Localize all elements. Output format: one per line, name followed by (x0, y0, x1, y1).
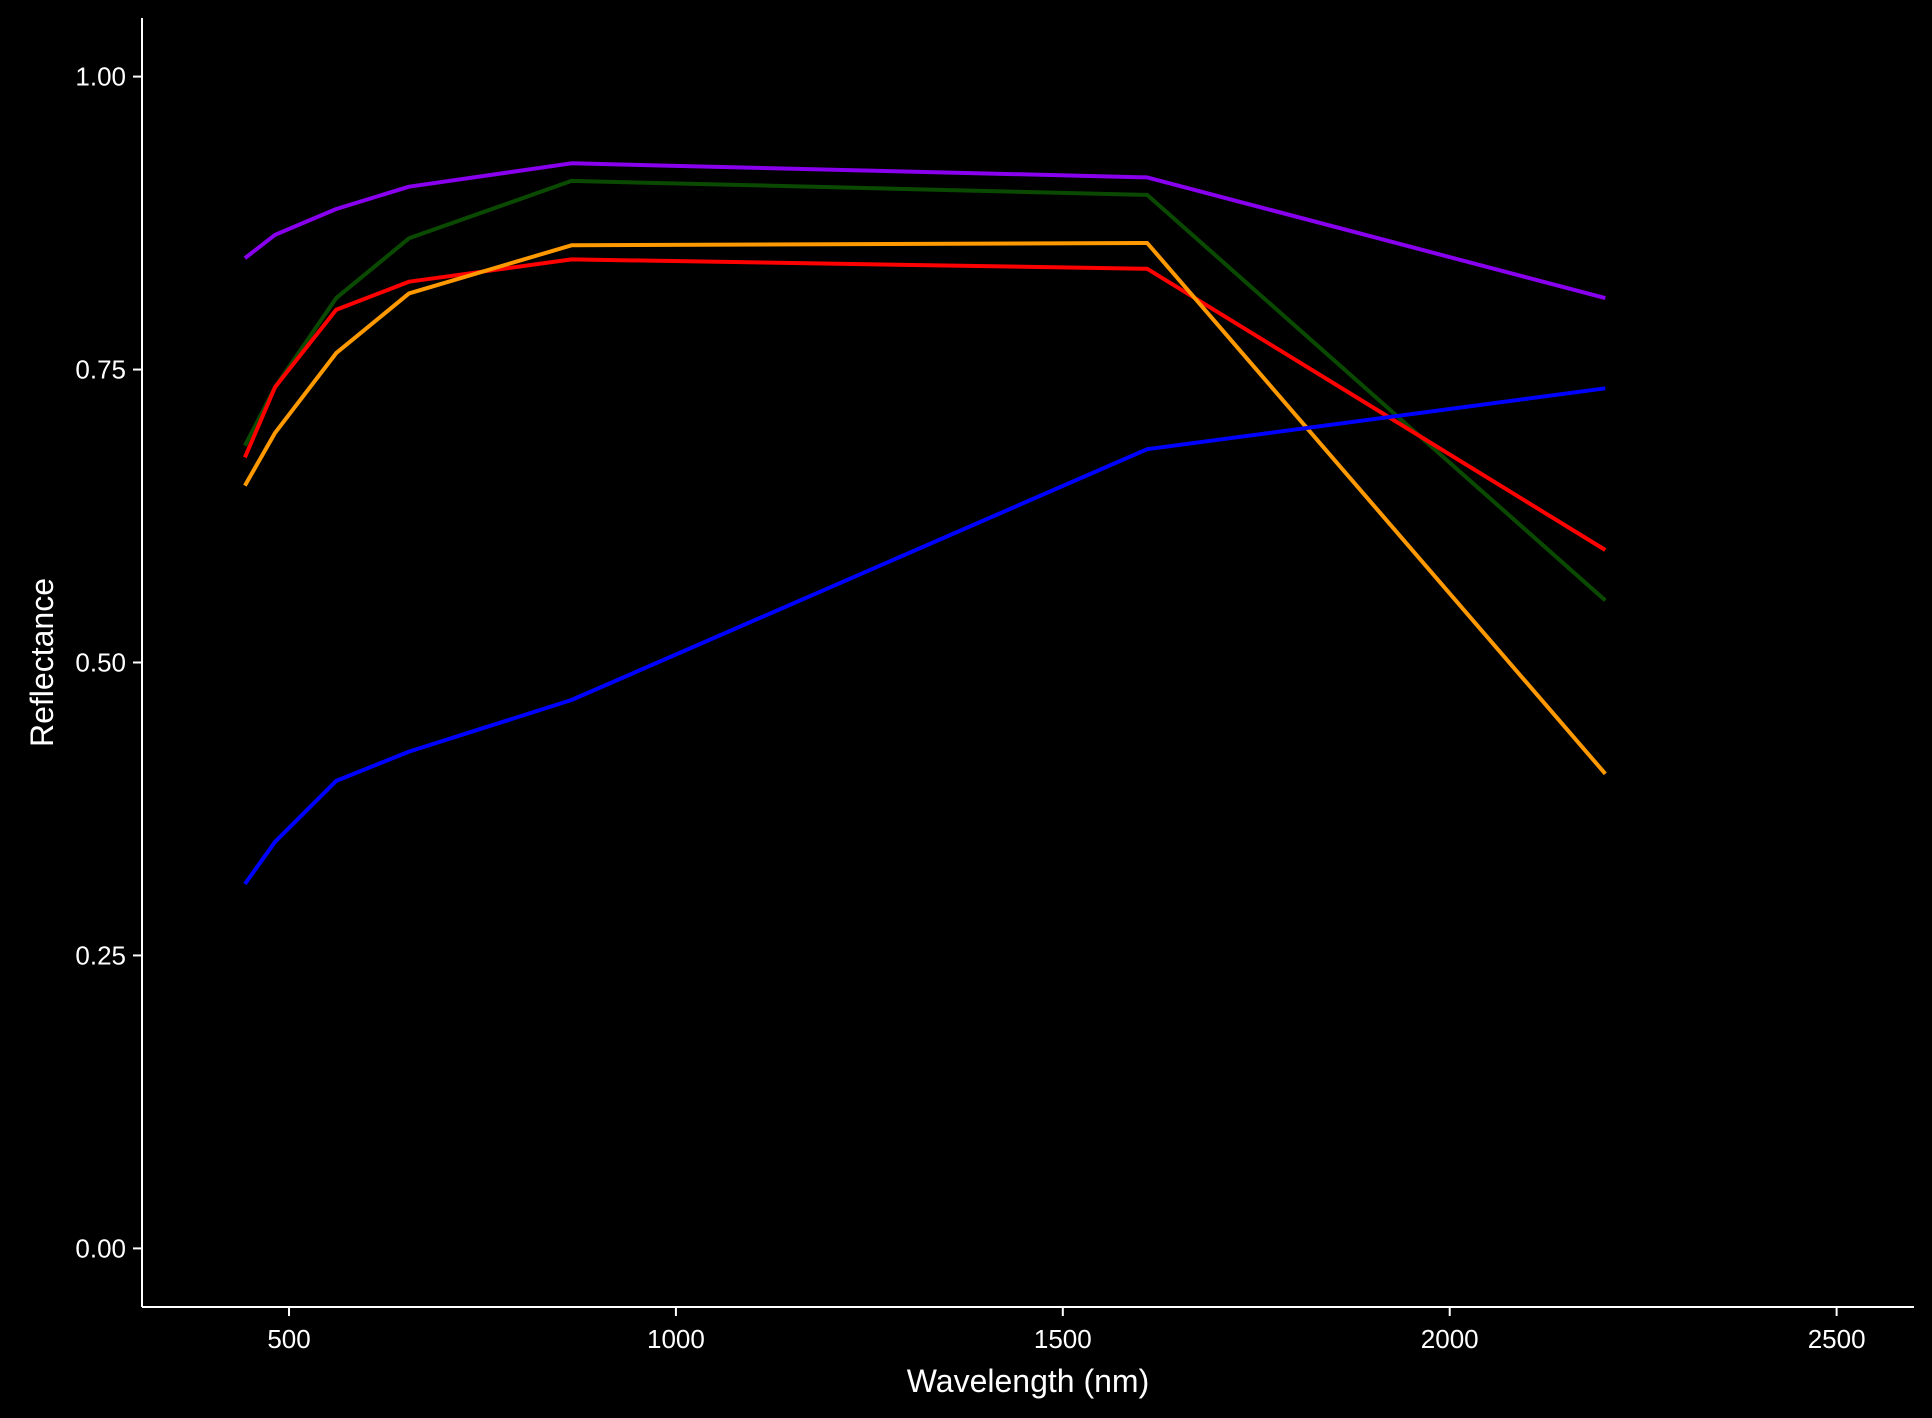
x-axis-title: Wavelength (nm) (907, 1363, 1149, 1399)
x-tick-label: 1500 (1034, 1324, 1092, 1354)
y-tick-label: 1.00 (75, 62, 126, 92)
y-axis-ticks: 0.00 0.25 0.50 0.75 1.00 (75, 62, 142, 1263)
series-lines (243, 161, 1607, 886)
series-line-1 (243, 161, 1606, 301)
x-tick-label: 500 (267, 1324, 310, 1354)
x-tick-label: 2000 (1421, 1324, 1479, 1354)
series-line-3 (243, 257, 1607, 552)
y-axis-title: Reflectance (24, 578, 60, 747)
y-tick-label: 0.75 (75, 355, 126, 385)
x-axis-ticks: 500 1000 1500 2000 2500 (267, 1307, 1866, 1354)
y-tick-label: 0.25 (75, 940, 126, 970)
series-line-5 (243, 386, 1606, 886)
x-tick-label: 1000 (647, 1324, 705, 1354)
y-tick-label: 0.50 (75, 648, 126, 678)
series-line-4 (243, 241, 1607, 776)
x-tick-label: 2500 (1808, 1324, 1866, 1354)
y-tick-label: 0.00 (75, 1233, 126, 1263)
